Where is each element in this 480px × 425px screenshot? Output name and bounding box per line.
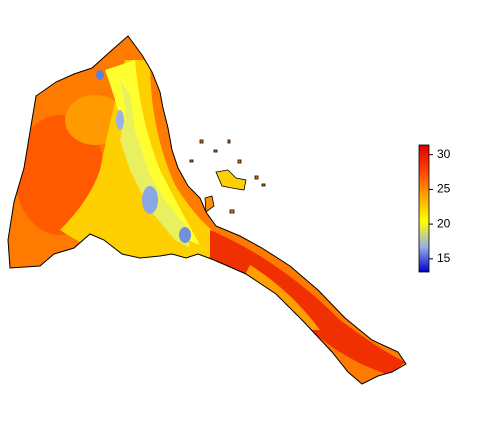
islands [189, 139, 266, 214]
temperature-raster [8, 36, 406, 384]
colorbar-tick-label: 15 [437, 251, 451, 265]
colorbar-tick-label: 25 [437, 182, 451, 196]
colorbar-scale [418, 144, 430, 273]
colorbar: 15 20 25 30 [418, 144, 451, 273]
colorbar-tick-label: 30 [437, 147, 451, 161]
colorbar-tick-label: 20 [437, 216, 451, 230]
